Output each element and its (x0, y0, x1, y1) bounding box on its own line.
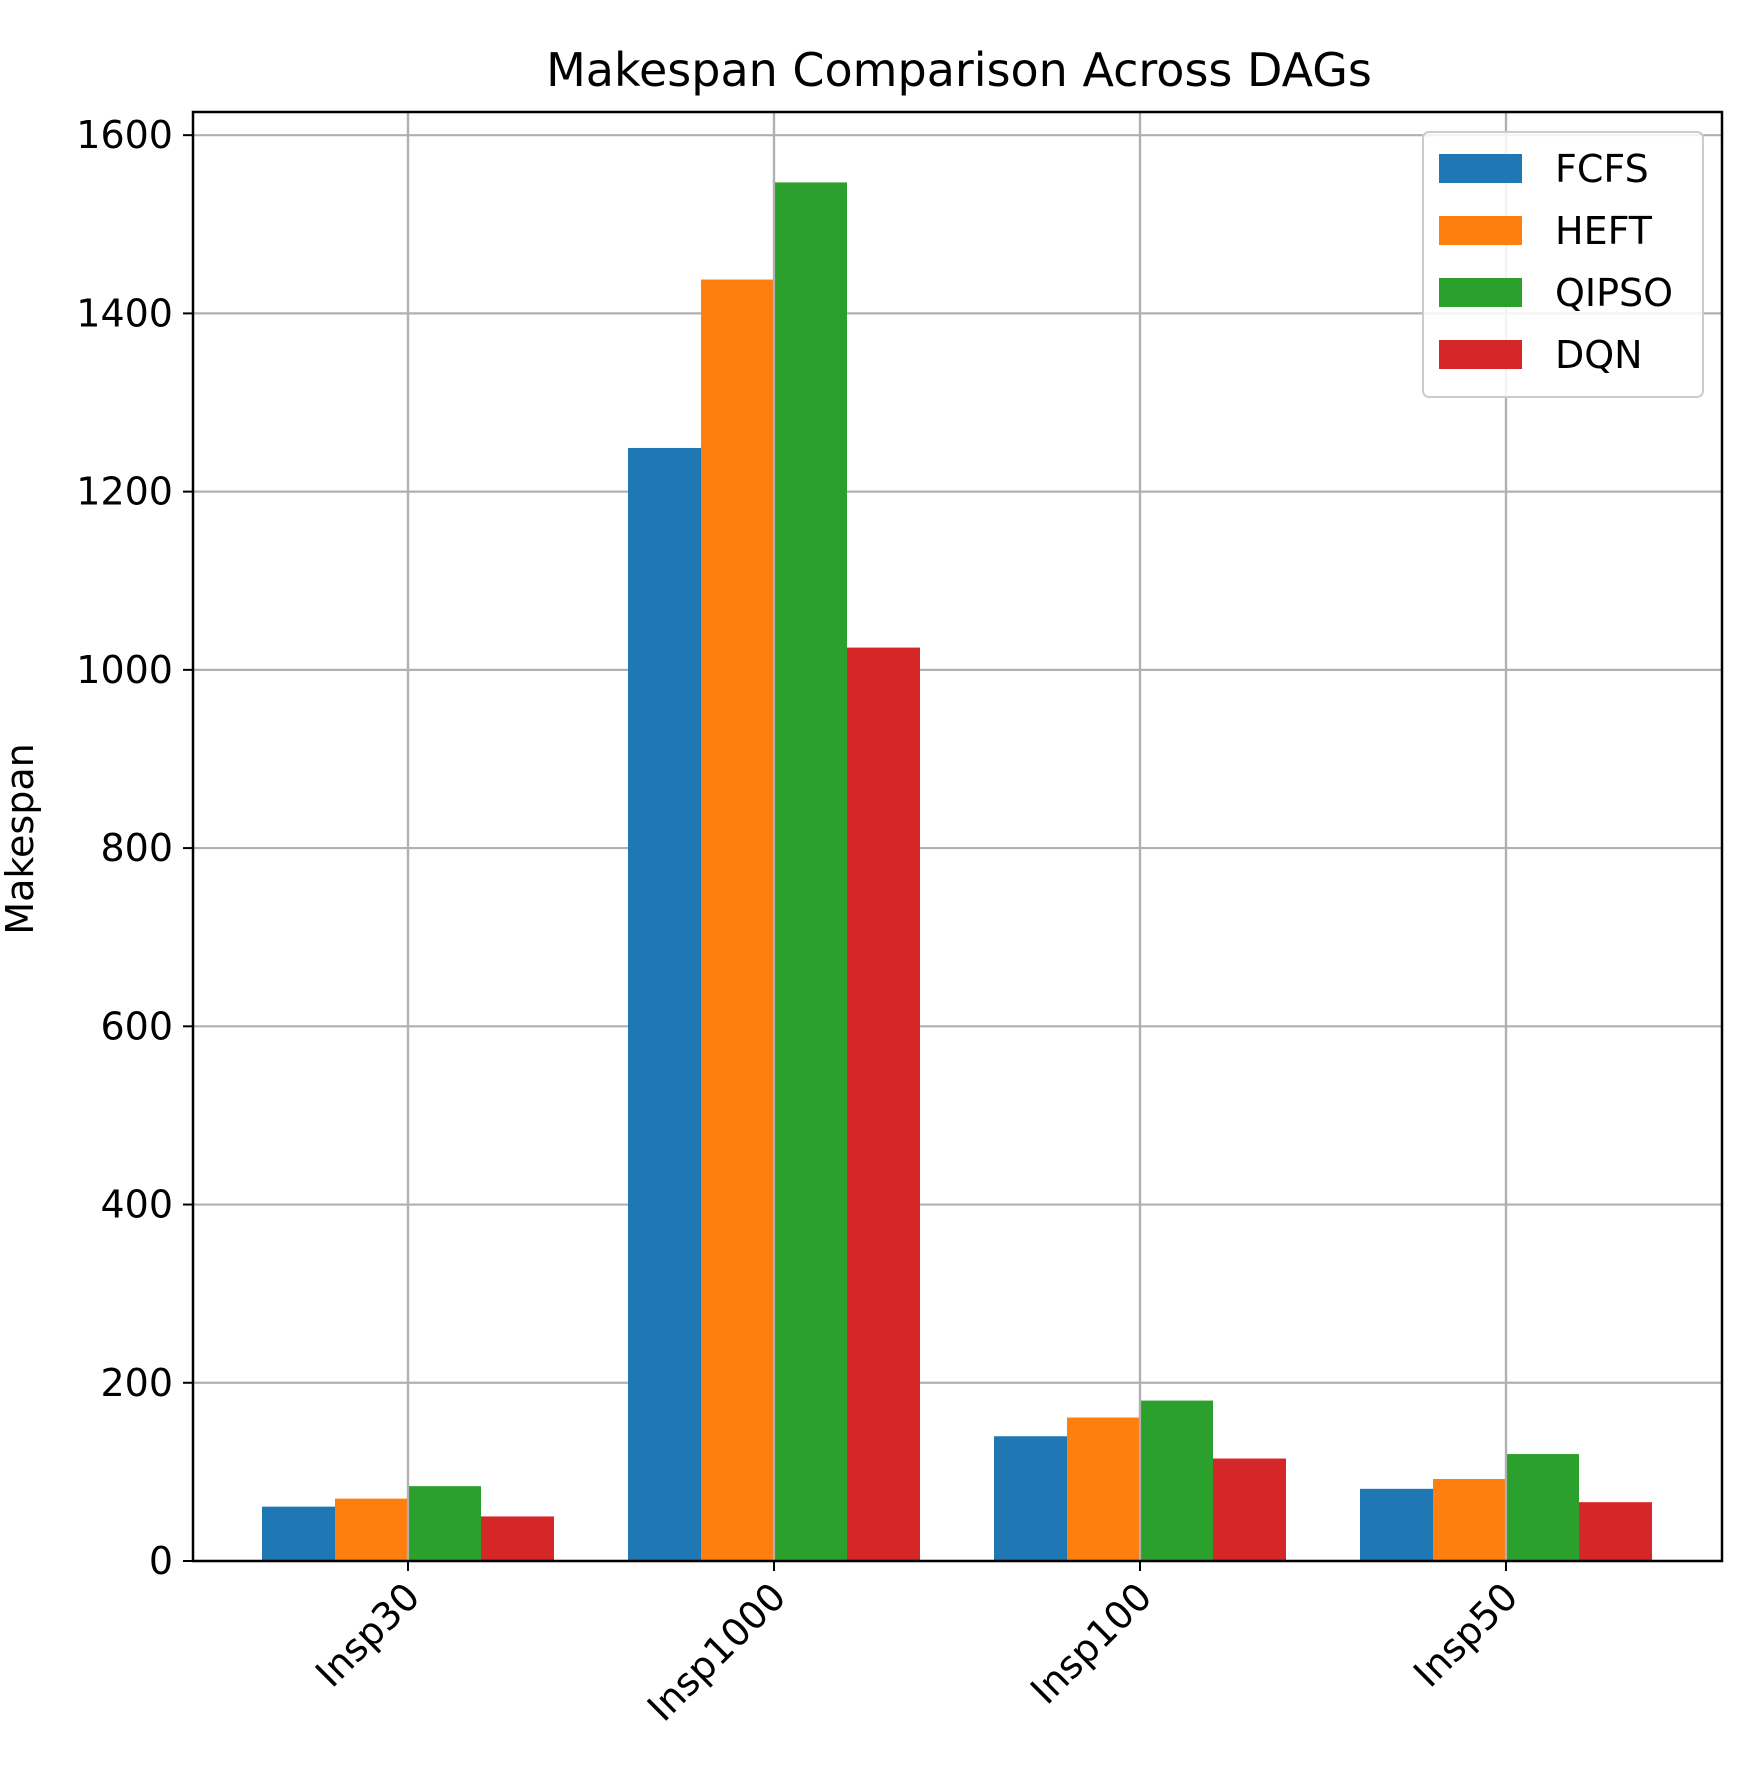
bar-heft-insp30 (335, 1498, 408, 1561)
chart-title: Makespan Comparison Across DAGs (546, 43, 1372, 97)
y-tick-label: 200 (100, 1361, 173, 1405)
legend-swatch-heft (1439, 216, 1522, 245)
y-tick-label: 600 (100, 1004, 173, 1048)
legend-label-dqn: DQN (1555, 333, 1643, 377)
legend-swatch-fcfs (1439, 154, 1522, 183)
bar-dqn-insp50 (1579, 1502, 1652, 1561)
legend-label-fcfs: FCFS (1555, 147, 1649, 191)
bar-qipso-insp50 (1506, 1454, 1579, 1561)
bar-qipso-insp1000 (774, 182, 847, 1561)
y-tick-label: 800 (100, 826, 173, 870)
y-tick-label: 1400 (76, 291, 173, 335)
legend-swatch-dqn (1439, 340, 1522, 369)
legend: FCFS HEFT QIPSO DQN (1422, 131, 1704, 398)
y-tick-label: 1200 (76, 470, 173, 514)
y-tick-label: 1000 (76, 648, 173, 692)
y-tick-label: 1600 (76, 113, 173, 157)
y-axis-label: Makespan (0, 743, 42, 934)
legend-box (1422, 131, 1704, 398)
bar-dqn-insp1000 (847, 647, 920, 1561)
bar-heft-insp1000 (701, 279, 774, 1562)
axes (191, 110, 1724, 1563)
bar-heft-insp50 (1433, 1479, 1506, 1561)
legend-label-heft: HEFT (1555, 209, 1653, 253)
legend-label-qipso: QIPSO (1555, 271, 1673, 315)
bar-fcfs-insp100 (994, 1436, 1067, 1561)
bar-qipso-insp100 (1140, 1400, 1213, 1561)
plot-frame (191, 110, 1724, 1563)
y-axis-ticks: 0 200 400 600 800 1000 1200 1400 1600 (76, 113, 193, 1583)
bar-fcfs-insp30 (262, 1506, 335, 1561)
bar-fcfs-insp50 (1360, 1488, 1433, 1561)
y-tick-label: 0 (149, 1539, 173, 1583)
bar-qipso-insp30 (408, 1486, 481, 1561)
legend-swatch-qipso (1439, 278, 1522, 307)
bar-heft-insp100 (1067, 1417, 1140, 1561)
bars (262, 112, 1652, 1562)
bar-dqn-insp100 (1213, 1458, 1286, 1561)
bar-fcfs-insp1000 (628, 447, 701, 1562)
y-tick-label: 400 (100, 1183, 173, 1227)
bar-dqn-insp30 (481, 1516, 554, 1561)
